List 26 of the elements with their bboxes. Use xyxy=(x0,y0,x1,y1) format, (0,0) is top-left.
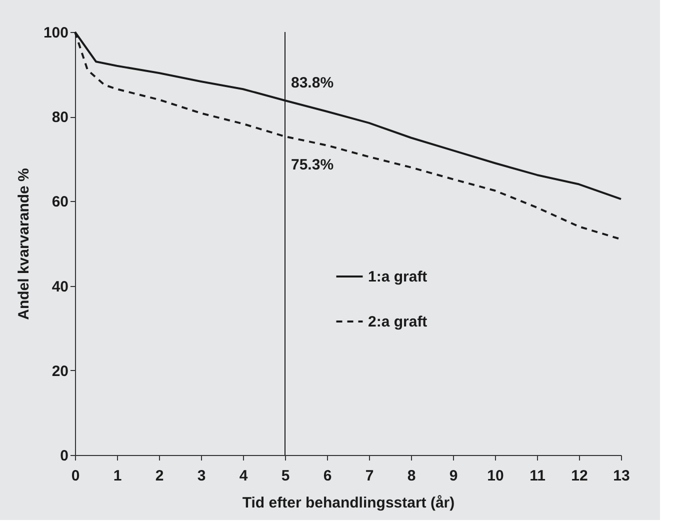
x-tick-label: 3 xyxy=(197,468,206,484)
annotation: 75.3% xyxy=(291,156,334,174)
x-tick-label: 12 xyxy=(571,468,588,484)
x-tick-label: 7 xyxy=(365,468,374,484)
y-tick-label: 20 xyxy=(52,362,68,380)
x-tick-label: 9 xyxy=(449,468,458,484)
y-axis-title: Andel kvarvarande % xyxy=(15,168,32,320)
x-tick-label: 0 xyxy=(71,468,80,484)
legend-label: 1:a graft xyxy=(368,268,428,286)
y-tick-label: 100 xyxy=(43,24,68,42)
x-tick-label: 13 xyxy=(613,468,630,484)
annotation: 83.8% xyxy=(291,74,334,92)
x-tick-label: 5 xyxy=(281,468,290,484)
y-tick-label: 60 xyxy=(52,194,68,211)
x-tick-label: 11 xyxy=(530,468,546,484)
x-axis-title: Tid efter behandlingsstart (år) xyxy=(242,494,455,512)
x-tick-label: 6 xyxy=(323,468,332,484)
x-tick-label: 4 xyxy=(239,468,248,484)
y-tick-label: 80 xyxy=(52,109,68,126)
x-tick-label: 10 xyxy=(487,468,504,484)
x-tick-label: 8 xyxy=(407,468,416,484)
x-tick-label: 2 xyxy=(155,468,164,484)
y-tick-label: 0 xyxy=(60,448,68,464)
x-tick-label: 1 xyxy=(113,468,122,484)
legend-label: 2:a graft xyxy=(368,314,428,330)
y-tick-label: 40 xyxy=(52,278,68,296)
